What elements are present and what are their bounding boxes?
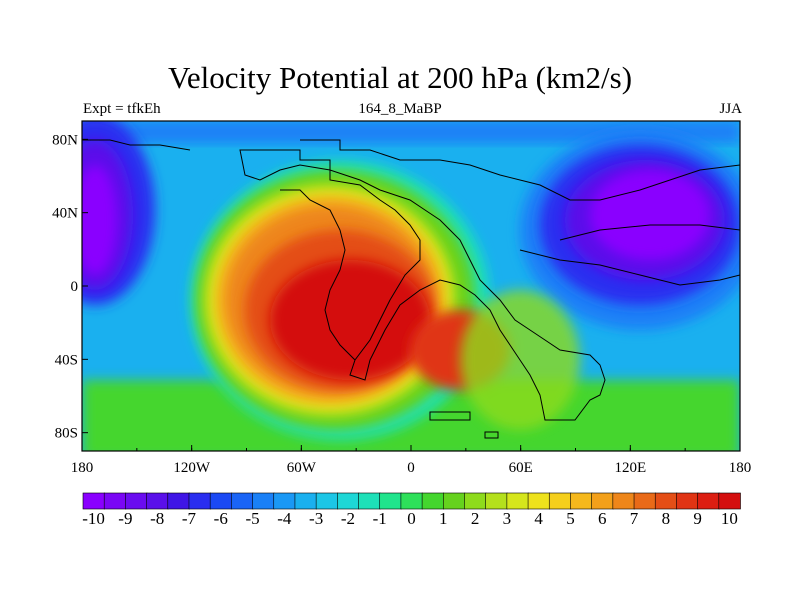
colorbar-swatch [612,492,635,510]
colorbar-swatch [231,492,254,510]
colorbar-swatch [273,492,296,510]
velocity-potential-field [82,121,740,451]
colorbar-swatch [125,492,148,510]
colorbar-swatch [421,492,445,510]
colorbar-swatch [506,492,529,510]
lon-tick-label: 0 [407,460,415,476]
lat-tick-label: 80N [52,132,78,148]
colorbar-swatch [252,492,275,510]
lat-tick-label: 40N [52,206,78,222]
colorbar-label: 8 [662,509,671,528]
colorbar-label: -9 [118,509,132,528]
colorbar-swatch [464,492,487,510]
colorbar-label: -10 [82,509,105,528]
colorbar-label: 9 [693,509,702,528]
colorbar-swatch [570,492,593,510]
colorbar-swatch [591,492,614,510]
colorbar-swatch [209,492,233,510]
case-label: 164_8_MaBP [358,101,442,117]
colorbar-swatch [400,492,423,510]
colorbar-label: 3 [503,509,512,528]
colorbar-swatch [188,492,211,510]
colorbar-label: -6 [214,509,228,528]
colorbar-swatch [103,492,127,510]
colorbar-swatch [633,492,657,510]
colorbar: -10 -9 -8 -7 -6 -5 -4 -3 -2 -1 0 1 2 3 4 5 6 7 8 9 10 [82,492,741,528]
coastlines [82,139,740,439]
lat-tick-label: 40S [55,352,78,368]
colorbar-label: 0 [407,509,416,528]
lon-tick-label: 180 [729,460,752,476]
colorbar-swatch [527,492,551,510]
colorbar-label: 1 [439,509,448,528]
colorbar-label: -3 [309,509,323,528]
colorbar-label: -2 [341,509,355,528]
colorbar-swatch [294,492,317,510]
colorbar-swatch [146,492,169,510]
lat-tick-label: 80S [55,426,78,442]
colorbar-swatch [548,492,572,510]
plot-title: Velocity Potential at 200 hPa (km2/s) [167,60,633,95]
season-label: JJA [719,101,742,117]
colorbar-swatch [654,492,678,510]
colorbar-label: 5 [566,509,575,528]
lon-tick-label: 60W [287,460,317,476]
colorbar-swatch [676,492,699,510]
colorbar-label: 4 [534,509,543,528]
colorbar-swatch [442,492,466,510]
colorbar-swatch [485,492,508,510]
lon-tick-label: 120W [173,460,211,476]
axis-ticks: 180 120W 60W 0 60E 120E 180 80N 40N 0 40S 80S [52,132,751,476]
colorbar-label: -1 [373,509,387,528]
lon-tick-label: 180 [71,460,94,476]
colorbar-swatch [337,492,360,510]
colorbar-label: 2 [471,509,480,528]
lon-tick-label: 120E [614,460,646,476]
colorbar-label: 6 [598,509,607,528]
colorbar-swatch [315,492,339,510]
colorbar-swatch [167,492,190,510]
lat-tick-label: 0 [71,279,79,295]
colorbar-label: 7 [630,509,639,528]
experiment-label: Expt = tfkEh [83,101,161,117]
colorbar-swatch [358,492,381,510]
lon-tick-label: 60E [509,460,533,476]
colorbar-swatch [697,492,720,510]
colorbar-swatch [718,492,741,510]
colorbar-label: -4 [277,509,292,528]
colorbar-label: 10 [721,509,738,528]
colorbar-label: -7 [182,509,197,528]
colorbar-swatch [82,492,105,510]
colorbar-label: -5 [245,509,259,528]
colorbar-swatch [379,492,402,510]
colorbar-label: -8 [150,509,164,528]
